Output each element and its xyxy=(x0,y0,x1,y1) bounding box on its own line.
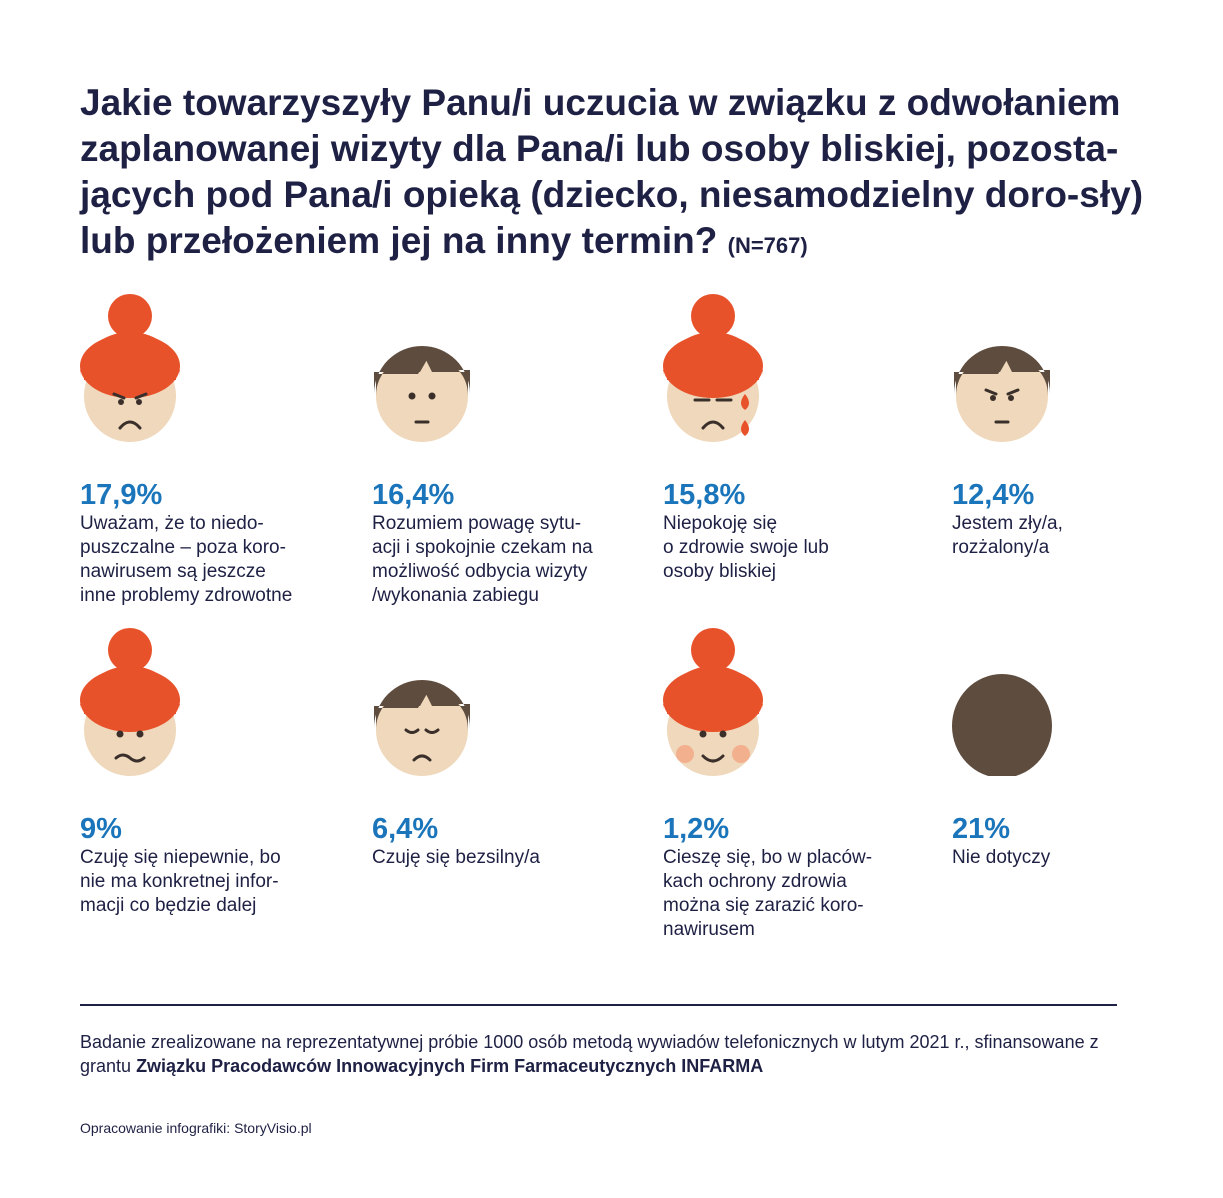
feeling-description: Cieszę się, bo w placów-kach ochrony zdr… xyxy=(663,846,938,942)
man-sad-icon xyxy=(372,626,472,776)
feeling-description: Rozumiem powagę sytu-acji i spokojnie cz… xyxy=(372,512,647,608)
description-line: Rozumiem powagę sytu- xyxy=(372,513,582,534)
man-neutral-icon xyxy=(372,292,472,442)
description-line: Niepokoję się xyxy=(663,513,778,534)
percentage-label: 12,4% xyxy=(952,479,1035,511)
description-line: możliwość odbycia wizyty xyxy=(372,561,588,582)
description-line: acji i spokojnie czekam na xyxy=(372,537,593,558)
description-line: osoby bliskiej xyxy=(663,561,776,582)
woman-happy-icon xyxy=(663,626,763,776)
description-line: kach ochrony zdrowia xyxy=(663,871,847,892)
description-line: o zdrowie swoje lub xyxy=(663,537,829,558)
feelings-grid: 17,9% Uważam, że to niedo-puszczalne – po… xyxy=(80,292,1223,942)
source-funder: Związku Pracodawców Innowacyjnych Firm F… xyxy=(136,1056,764,1076)
feeling-description: Jestem zły/a, rozżalony/a xyxy=(952,512,1223,560)
woman-angry-icon xyxy=(80,292,180,442)
feeling-description: Nie dotyczy xyxy=(952,846,1223,870)
description-line: Cieszę się, bo w placów- xyxy=(663,847,873,868)
percentage-label: 16,4% xyxy=(372,479,455,511)
description-line: macji co będzie dalej xyxy=(80,895,257,916)
description-line: Czuję się niepewnie, bo xyxy=(80,847,281,868)
source-prefix: Badanie zrealizowane na reprezentatywnej… xyxy=(80,1032,1099,1076)
feeling-description: Czuję się niepewnie, bo nie ma konkretnej… xyxy=(80,846,355,918)
woman-crying-icon xyxy=(663,292,763,442)
description-line: Uważam, że to niedo- xyxy=(80,513,264,534)
description-line: Jestem zły/a, xyxy=(952,513,1063,534)
feeling-description: Czuję się bezsilny/a xyxy=(372,846,647,870)
man-angry-icon xyxy=(952,292,1052,442)
percentage-label: 9% xyxy=(80,813,122,845)
credit-note: Opracowanie infografiki: StoryVisio.pl xyxy=(80,1120,312,1136)
percentage-label: 6,4% xyxy=(372,813,439,845)
feeling-description: Niepokoję się o zdrowie swoje lub osoby bl… xyxy=(663,512,938,584)
percentage-label: 1,2% xyxy=(663,813,730,845)
sample-size: (N=767) xyxy=(727,233,808,258)
feeling-description: Uważam, że to niedo-puszczalne – poza ko… xyxy=(80,512,355,608)
description-line: Czuję się bezsilny/a xyxy=(372,847,540,868)
percentage-label: 17,9% xyxy=(80,479,163,511)
description-line: można się zarazić koro- xyxy=(663,895,864,916)
description-line: nawirusem są jeszcze xyxy=(80,561,266,582)
percentage-label: 15,8% xyxy=(663,479,746,511)
percentage-label: 21% xyxy=(952,813,1011,845)
source-note: Badanie zrealizowane na reprezentatywnej… xyxy=(80,1030,1140,1078)
description-line: nie ma konkretnej infor- xyxy=(80,871,279,892)
woman-uncertain-icon xyxy=(80,626,180,776)
description-line: /wykonania zabiegu xyxy=(372,585,539,606)
head-back-icon xyxy=(952,626,1052,776)
description-line: rozżalony/a xyxy=(952,537,1050,558)
description-line: inne problemy zdrowotne xyxy=(80,585,293,606)
divider xyxy=(80,1004,1117,1006)
description-line: puszczalne – poza koro- xyxy=(80,537,286,558)
title-text: Jakie towarzyszyły Panu/i uczucia w zwią… xyxy=(80,82,1144,261)
description-line: nawirusem xyxy=(663,919,755,940)
description-line: Nie dotyczy xyxy=(952,847,1051,868)
chart-title: Jakie towarzyszyły Panu/i uczucia w zwią… xyxy=(80,80,1160,269)
